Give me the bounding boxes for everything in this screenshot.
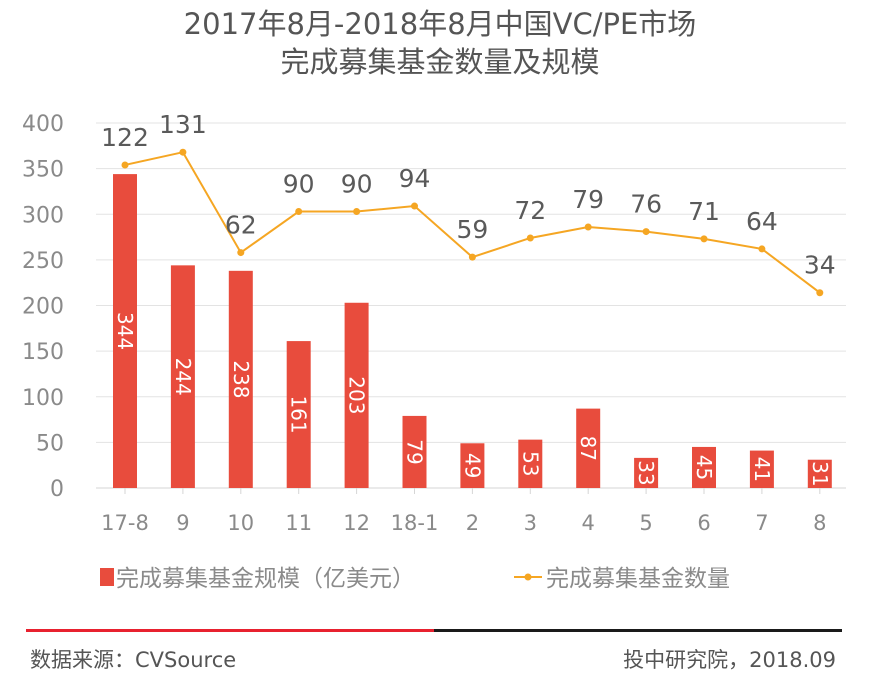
x-tick-label: 6 <box>697 511 710 535</box>
bar <box>634 457 659 488</box>
count-data-label: 72 <box>514 196 546 225</box>
source-note: 数据来源：CVSource <box>30 648 237 672</box>
y-tick-label: 0 <box>50 477 64 502</box>
x-tick-label: 18-1 <box>391 511 439 535</box>
count-data-label: 64 <box>746 207 778 236</box>
legend-bar-swatch <box>100 568 114 586</box>
footer-divider-red <box>26 629 434 632</box>
y-tick-label: 50 <box>36 431 64 456</box>
count-data-label: 34 <box>804 251 836 280</box>
bar-data-label: 53 <box>518 451 542 476</box>
bar <box>807 459 832 488</box>
y-tick-label: 150 <box>22 340 64 365</box>
footer-divider-dark <box>434 629 842 632</box>
bar <box>113 174 137 488</box>
count-point <box>526 234 534 242</box>
y-tick-label: 250 <box>22 249 64 274</box>
y-tick-label: 200 <box>22 295 64 320</box>
y-tick-label: 400 <box>22 112 64 137</box>
count-data-label: 71 <box>688 197 720 226</box>
count-point <box>642 228 650 236</box>
x-tick-label: 7 <box>755 511 768 535</box>
count-data-label: 131 <box>159 110 207 139</box>
bar <box>518 439 543 488</box>
bar <box>576 408 601 488</box>
bar-data-label: 31 <box>808 461 832 486</box>
credit-note: 投中研究院，2018.09 <box>623 648 836 672</box>
y-tick-label: 350 <box>22 158 64 183</box>
bar-data-label: 45 <box>692 455 716 480</box>
bar-data-label: 344 <box>113 312 137 350</box>
bar-data-label: 33 <box>634 460 658 485</box>
count-point <box>411 202 418 210</box>
count-data-label: 76 <box>630 190 662 219</box>
count-point <box>237 249 245 257</box>
count-data-label: 122 <box>101 123 149 152</box>
bar-data-label: 244 <box>171 358 195 396</box>
bar <box>228 270 253 488</box>
bar <box>749 450 774 488</box>
legend-line-label: 完成募集基金数量 <box>546 566 730 592</box>
legend-line-marker <box>524 573 532 581</box>
count-data-label: 62 <box>225 211 257 240</box>
chart-subtitle: 完成募集基金数量及规模 <box>280 45 600 79</box>
bar <box>460 443 485 488</box>
bar <box>692 446 716 488</box>
count-point <box>353 208 361 216</box>
count-data-label: 90 <box>283 170 315 199</box>
x-tick-label: 5 <box>639 511 652 535</box>
x-tick-label: 9 <box>176 511 189 535</box>
count-data-label: 94 <box>399 164 431 193</box>
bar-data-label: 41 <box>750 457 774 482</box>
bar-data-label: 238 <box>229 360 253 398</box>
count-point <box>295 208 303 216</box>
legend-bar-label: 完成募集基金规模（亿美元） <box>116 566 415 592</box>
chart-area: 0 50 100 150 200 250 300 350 400 17-8 9 10 11 12 18-1 2… <box>22 110 846 592</box>
x-tick-label: 4 <box>582 511 595 535</box>
bar <box>170 265 195 488</box>
count-point <box>179 148 187 156</box>
x-tick-label: 12 <box>343 511 370 535</box>
x-tick-label: 17-8 <box>101 511 149 535</box>
count-point <box>816 289 824 297</box>
count-point <box>584 223 592 231</box>
x-tick-label: 2 <box>466 511 479 535</box>
x-tick-label: 10 <box>227 511 254 535</box>
count-data-label: 79 <box>572 185 604 214</box>
bar <box>344 302 369 488</box>
count-data-label: 90 <box>341 170 373 199</box>
bar <box>286 341 311 488</box>
bar-data-label: 203 <box>345 376 369 414</box>
x-tick-label: 11 <box>285 511 312 535</box>
count-point <box>121 161 129 169</box>
bar-data-label: 49 <box>460 453 484 478</box>
x-tick-label: 8 <box>813 511 826 535</box>
bar-data-label: 161 <box>287 395 311 433</box>
bar <box>402 415 427 488</box>
count-point <box>700 235 708 243</box>
y-tick-label: 100 <box>22 386 64 411</box>
x-tick-label: 3 <box>524 511 537 535</box>
bar-data-label: 87 <box>576 436 600 461</box>
count-data-label: 59 <box>456 215 488 244</box>
count-point <box>468 253 476 261</box>
bar-data-label: 79 <box>403 439 427 464</box>
y-tick-label: 300 <box>22 203 64 228</box>
count-point <box>758 245 766 253</box>
chart-title: 2017年8月-2018年8月中国VC/PE市场 <box>183 7 697 41</box>
